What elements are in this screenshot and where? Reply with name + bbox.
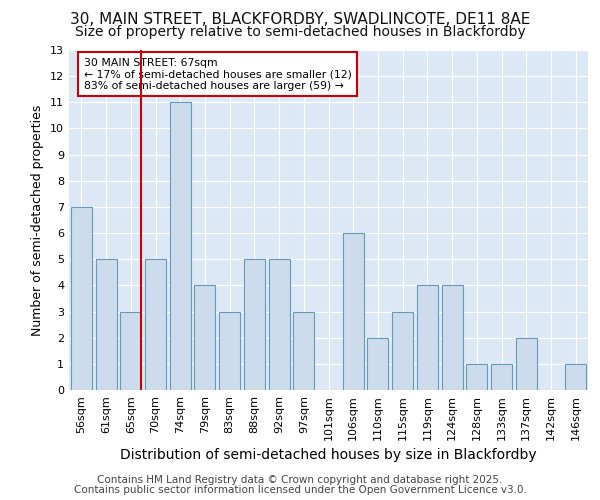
Bar [269,259,290,390]
Text: Size of property relative to semi-detached houses in Blackfordby: Size of property relative to semi-detach… [74,25,526,39]
Text: Contains HM Land Registry data © Crown copyright and database right 2025.: Contains HM Land Registry data © Crown c… [97,475,503,485]
Bar [244,259,265,390]
Bar [442,286,463,390]
Text: 30 MAIN STREET: 67sqm
← 17% of semi-detached houses are smaller (12)
83% of semi: 30 MAIN STREET: 67sqm ← 17% of semi-deta… [84,58,352,91]
Bar [367,338,388,390]
Bar [170,102,191,390]
Bar [293,312,314,390]
Text: 30, MAIN STREET, BLACKFORDBY, SWADLINCOTE, DE11 8AE: 30, MAIN STREET, BLACKFORDBY, SWADLINCOT… [70,12,530,28]
Bar [343,233,364,390]
Bar [95,259,116,390]
Bar [120,312,141,390]
Bar [145,259,166,390]
X-axis label: Distribution of semi-detached houses by size in Blackfordby: Distribution of semi-detached houses by … [120,448,537,462]
Bar [516,338,537,390]
Bar [71,207,92,390]
Bar [491,364,512,390]
Bar [466,364,487,390]
Bar [417,286,438,390]
Text: Contains public sector information licensed under the Open Government Licence v3: Contains public sector information licen… [74,485,526,495]
Bar [194,286,215,390]
Bar [219,312,240,390]
Y-axis label: Number of semi-detached properties: Number of semi-detached properties [31,104,44,336]
Bar [392,312,413,390]
Bar [565,364,586,390]
